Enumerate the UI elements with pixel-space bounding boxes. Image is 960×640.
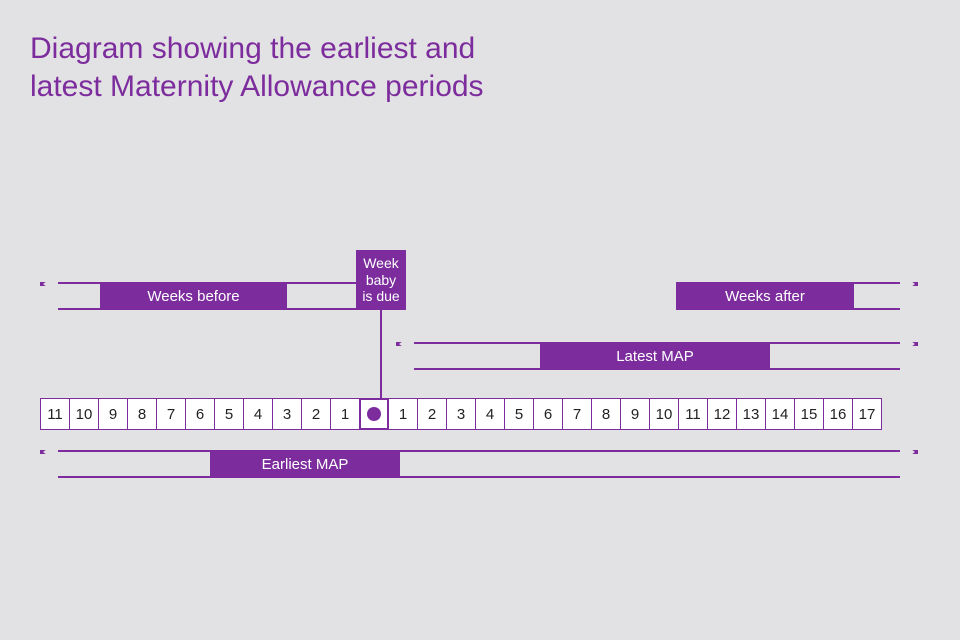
week-after-cell: 5 bbox=[504, 398, 534, 430]
week-before-cell: 7 bbox=[156, 398, 186, 430]
week-after-cell: 2 bbox=[417, 398, 447, 430]
due-week-cell bbox=[359, 398, 389, 430]
arrowhead-left-icon bbox=[396, 342, 414, 346]
latest-map-fill: Latest MAP bbox=[540, 342, 770, 370]
week-after-cell: 8 bbox=[591, 398, 621, 430]
week-before-cell: 8 bbox=[127, 398, 157, 430]
arrowhead-left-icon bbox=[40, 282, 58, 286]
weeks-before-fill: Weeks before bbox=[100, 282, 287, 310]
week-after-cell: 15 bbox=[794, 398, 824, 430]
arrowhead-right-icon bbox=[900, 342, 918, 346]
week-after-cell: 11 bbox=[678, 398, 708, 430]
due-l3: is due bbox=[362, 288, 399, 304]
week-before-cell: 11 bbox=[40, 398, 70, 430]
weeks-after-fill: Weeks after bbox=[676, 282, 854, 310]
diagram-title: Diagram showing the earliest and latest … bbox=[30, 30, 484, 105]
earliest-map-band: Earliest MAP bbox=[58, 450, 900, 478]
week-after-cell: 6 bbox=[533, 398, 563, 430]
week-after-cell: 9 bbox=[620, 398, 650, 430]
due-dot-icon bbox=[367, 407, 381, 421]
due-week-box: Week baby is due bbox=[356, 250, 406, 310]
arrowhead-left-icon bbox=[40, 450, 58, 454]
week-after-cell: 14 bbox=[765, 398, 795, 430]
week-after-cell: 7 bbox=[562, 398, 592, 430]
arrowhead-right-icon bbox=[900, 450, 918, 454]
week-before-cell: 6 bbox=[185, 398, 215, 430]
title-line-2: latest Maternity Allowance periods bbox=[30, 70, 484, 103]
week-after-cell: 10 bbox=[649, 398, 679, 430]
week-after-cell: 1 bbox=[388, 398, 418, 430]
week-after-cell: 16 bbox=[823, 398, 853, 430]
latest-map-band: Latest MAP bbox=[414, 342, 900, 370]
timeline: 11109876543211234567891011121314151617 bbox=[40, 398, 882, 430]
week-after-cell: 13 bbox=[736, 398, 766, 430]
week-after-cell: 4 bbox=[475, 398, 505, 430]
weeks-before-label: Weeks before bbox=[147, 288, 239, 305]
earliest-map-outline bbox=[58, 450, 900, 478]
week-before-cell: 2 bbox=[301, 398, 331, 430]
latest-map-label: Latest MAP bbox=[616, 348, 694, 365]
earliest-map-label: Earliest MAP bbox=[262, 456, 349, 473]
title-line-1: Diagram showing the earliest and bbox=[30, 32, 475, 65]
week-before-cell: 4 bbox=[243, 398, 273, 430]
week-after-cell: 17 bbox=[852, 398, 882, 430]
week-before-cell: 1 bbox=[330, 398, 360, 430]
due-l2: baby bbox=[366, 272, 396, 288]
due-connector-line bbox=[380, 310, 382, 398]
weeks-after-label: Weeks after bbox=[725, 288, 805, 305]
arrowhead-right-icon bbox=[900, 282, 918, 286]
weeks-after-band: Weeks after bbox=[676, 282, 900, 310]
weeks-before-band: Weeks before bbox=[58, 282, 360, 310]
due-l1: Week bbox=[363, 255, 399, 271]
week-before-cell: 9 bbox=[98, 398, 128, 430]
earliest-map-fill: Earliest MAP bbox=[210, 450, 400, 478]
week-after-cell: 3 bbox=[446, 398, 476, 430]
week-after-cell: 12 bbox=[707, 398, 737, 430]
week-before-cell: 10 bbox=[69, 398, 99, 430]
week-before-cell: 5 bbox=[214, 398, 244, 430]
week-before-cell: 3 bbox=[272, 398, 302, 430]
